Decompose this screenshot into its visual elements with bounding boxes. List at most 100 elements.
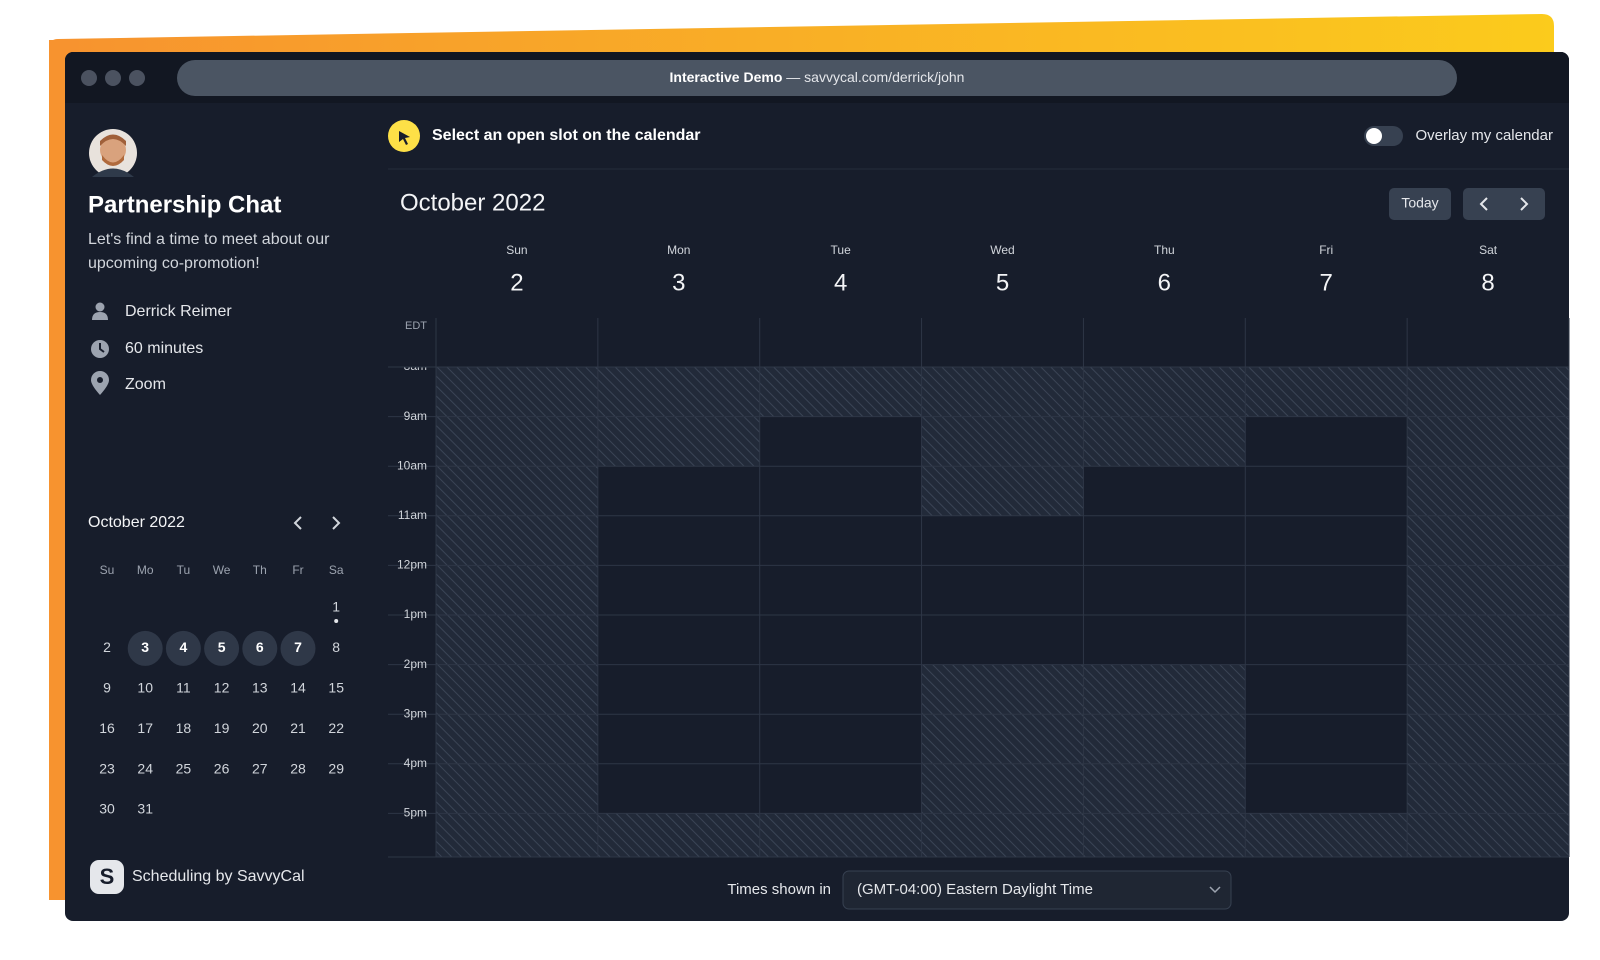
prompt-text: Select an open slot on the calendar <box>432 127 701 144</box>
day-date: 2 <box>510 269 523 296</box>
main-panel: Select an open slot on the calendar Over… <box>388 120 1570 910</box>
sidebar: Partnership Chat Let's find a time to me… <box>88 129 344 894</box>
address-bar[interactable] <box>177 60 1457 96</box>
hour-label: 2pm <box>404 657 427 671</box>
day-date: 5 <box>996 269 1009 296</box>
mini-weekday: Th <box>253 563 267 577</box>
duration: 60 minutes <box>125 340 203 357</box>
day-date: 7 <box>1320 269 1333 296</box>
week-month: October 2022 <box>400 189 545 216</box>
mini-weekday: Fr <box>292 563 303 577</box>
day-weekday: Thu <box>1154 243 1175 257</box>
open-slot[interactable] <box>597 466 760 814</box>
mini-day: 20 <box>252 720 268 736</box>
timezone-abbrev: EDT <box>405 320 427 332</box>
hour-label: 10am <box>397 458 427 472</box>
week-nav <box>1463 188 1545 220</box>
hour-label: 3pm <box>404 706 427 720</box>
mini-next-button[interactable] <box>332 516 341 530</box>
mini-day: 29 <box>328 760 344 776</box>
pin-icon <box>91 371 109 395</box>
hour-label: 9am <box>404 409 427 423</box>
times-shown-label: Times shown in <box>727 881 831 898</box>
footer-credit[interactable]: Scheduling by SavvyCal <box>132 868 305 885</box>
mini-day: 23 <box>99 760 115 776</box>
mini-day: 22 <box>328 720 344 736</box>
mini-day[interactable]: 7 <box>294 639 302 655</box>
time-grid: 8am 9am 10am 11am 12pm 1pm 2pm 3pm 4pm 5pm <box>388 359 1569 857</box>
mini-day: 10 <box>137 680 153 696</box>
address-text: Interactive Demo — savvycal.com/derrick/… <box>670 69 965 85</box>
mini-day: 27 <box>252 760 268 776</box>
week-grid: Sun 2 Mon 3 Tue 4 Wed 5 Thu 6 Fri 7 Sat 8 8am 9am 10am 11… <box>388 243 1570 858</box>
window-dot[interactable] <box>129 70 145 86</box>
window-dot[interactable] <box>105 70 121 86</box>
mini-day-available[interactable] <box>242 630 278 666</box>
mini-day: 11 <box>176 680 191 696</box>
savvycal-logo <box>90 860 124 894</box>
window-dot[interactable] <box>81 70 97 86</box>
location: Zoom <box>125 376 166 393</box>
event-title: Partnership Chat <box>88 191 281 218</box>
hour-label: 12pm <box>397 558 427 572</box>
mini-weekday: Su <box>100 563 115 577</box>
mini-day: 18 <box>176 720 192 736</box>
toggle-knob <box>1366 128 1382 144</box>
event-description: upcoming co-promotion! <box>88 255 260 272</box>
day-weekday: Sat <box>1479 243 1498 257</box>
mini-day[interactable]: 5 <box>218 639 226 655</box>
timezone-select[interactable] <box>842 870 1232 910</box>
mini-prev-button[interactable] <box>293 516 302 530</box>
mini-day: 25 <box>176 760 192 776</box>
mini-day: 19 <box>214 720 230 736</box>
today-label: Today <box>1401 195 1438 211</box>
open-slot[interactable] <box>921 515 1084 665</box>
day-date: 3 <box>672 269 685 296</box>
day-date: 8 <box>1481 269 1494 296</box>
mini-day: 16 <box>99 720 115 736</box>
today-button[interactable] <box>1389 188 1451 220</box>
day-weekday: Wed <box>990 243 1014 257</box>
mini-day: 30 <box>99 801 115 817</box>
mini-day: 14 <box>290 680 306 696</box>
hour-label: 1pm <box>404 607 427 621</box>
clock-icon <box>91 340 109 358</box>
day-weekday: Tue <box>831 243 852 257</box>
mini-day[interactable]: 3 <box>141 639 149 655</box>
mini-day: 13 <box>252 680 268 696</box>
today-dot <box>334 619 339 623</box>
host-name: Derrick Reimer <box>125 303 232 320</box>
day-weekday: Mon <box>667 243 690 257</box>
address-title: Interactive Demo <box>670 69 783 85</box>
avatar-hair <box>100 134 126 146</box>
mini-day[interactable]: 4 <box>180 639 188 655</box>
event-description: Let's find a time to meet about our <box>88 231 330 248</box>
overlay-label: Overlay my calendar <box>1415 127 1553 144</box>
mini-day[interactable]: 6 <box>256 639 264 655</box>
mini-day: 9 <box>103 680 111 696</box>
mini-day: 12 <box>214 680 230 696</box>
logo-letter: S <box>100 864 115 889</box>
mini-day: 26 <box>214 760 230 776</box>
mini-day: 15 <box>328 680 344 696</box>
mini-day-available[interactable] <box>204 630 240 666</box>
backdrop <box>49 14 1554 60</box>
mini-day: 28 <box>290 760 306 776</box>
hour-label: 4pm <box>404 756 427 770</box>
next-week-button[interactable] <box>1520 197 1529 211</box>
avatar-face <box>100 137 126 163</box>
prev-week-button[interactable] <box>1479 197 1488 211</box>
mini-weekday: Tu <box>177 563 191 577</box>
mini-day-available[interactable] <box>280 630 316 666</box>
mini-day: 24 <box>137 760 153 776</box>
avatar-beard <box>102 155 124 166</box>
mini-day-available[interactable] <box>127 630 163 666</box>
mini-day: 31 <box>137 801 153 817</box>
mini-day-available[interactable] <box>165 630 201 666</box>
hour-label: 11am <box>398 508 427 522</box>
mini-day: 2 <box>103 639 111 655</box>
hour-label: 8am <box>404 359 427 373</box>
